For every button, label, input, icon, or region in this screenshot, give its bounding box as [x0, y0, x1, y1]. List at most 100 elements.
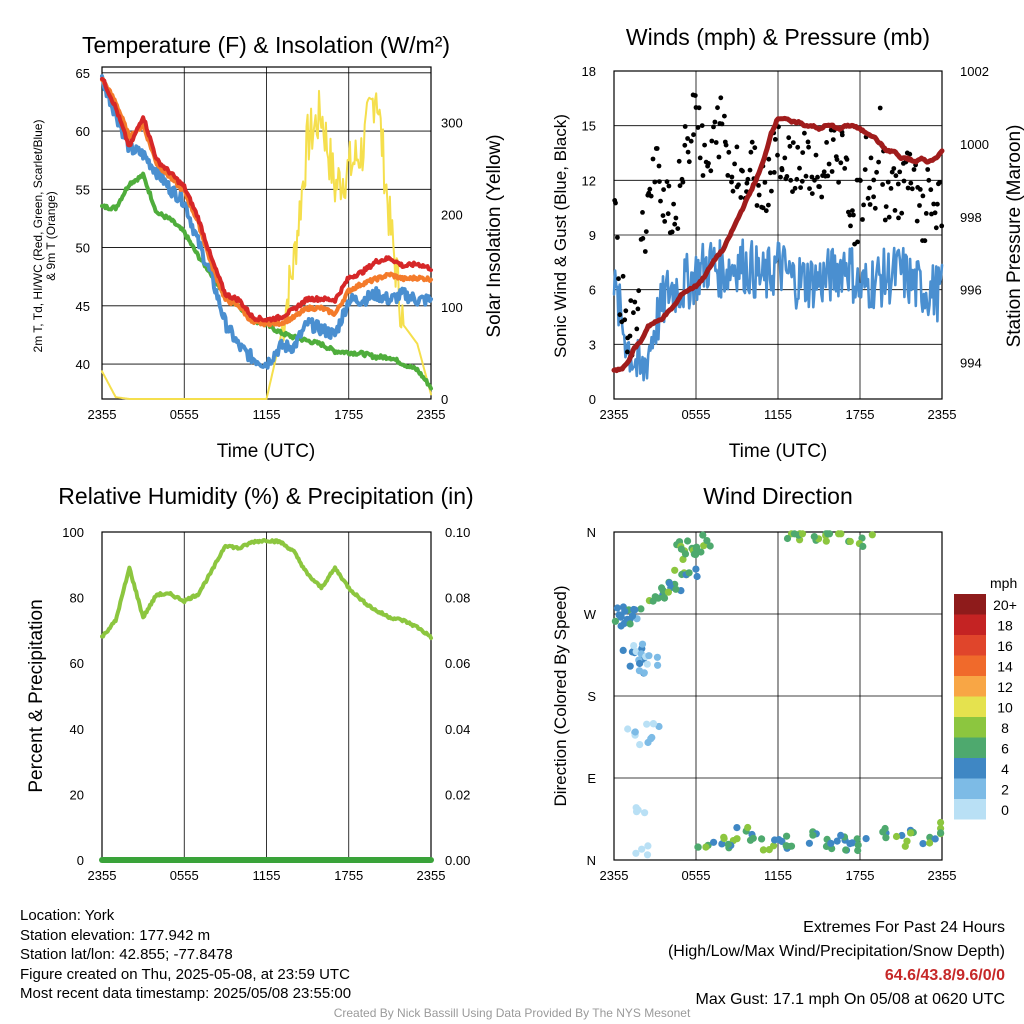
gust-point [620, 273, 626, 279]
direction-point [827, 839, 835, 848]
gust-point [877, 105, 883, 111]
gust-point [908, 180, 914, 186]
gust-point [886, 214, 892, 220]
wind-direction-panel: Wind Direction Direction (Colored By Spe… [551, 483, 1017, 883]
gust-point [754, 203, 760, 208]
gust-point [885, 179, 891, 185]
direction-point [653, 653, 662, 661]
gust-point [729, 174, 735, 180]
winds-x-tick-label: 1155 [764, 407, 792, 422]
gust-point [615, 235, 620, 240]
gust-point [931, 201, 937, 207]
temperature-x-tick-label: 1155 [253, 407, 281, 422]
gust-point [719, 121, 725, 127]
direction-point [630, 642, 638, 650]
gust-point [795, 144, 801, 150]
station-latlon: Station lat/lon: 42.855; -77.8478 [20, 946, 233, 963]
speed-colorbar: 20+ 18 16 14 12 10 8 6 4 2 0 [954, 594, 1017, 820]
direction-point [835, 530, 843, 538]
gust-point [917, 203, 922, 208]
direction-point [810, 533, 818, 541]
solar-y2-tick-label: 200 [441, 208, 463, 223]
direction-point [892, 832, 901, 841]
gust-point [696, 105, 702, 111]
direction-point [879, 828, 887, 836]
temperature-y-tick-label: 60 [76, 124, 90, 139]
wind-direction-x-tick-label: 2355 [928, 868, 957, 883]
gust-point [632, 299, 638, 305]
gust-point [850, 208, 855, 214]
humidity-y-tick-label: 40 [70, 722, 84, 737]
direction-point [643, 720, 651, 728]
gust-point [691, 132, 696, 138]
direction-point [679, 555, 687, 564]
direction-point [931, 835, 939, 843]
humidity-x-tick-label: 0555 [170, 868, 199, 883]
wind-y-tick-label: 0 [589, 392, 596, 407]
gust-point [860, 217, 865, 222]
direction-y-tick-label: W [584, 607, 597, 622]
wind-y-tick-label: 3 [589, 337, 596, 352]
gust-point [749, 139, 755, 145]
direction-point [846, 537, 854, 546]
temperature-x-tick-label: 0555 [170, 407, 199, 422]
gust-point [867, 185, 872, 191]
gust-point [851, 212, 856, 218]
temperature-panel: Temperature (F) & Insolation (W/m²) Time… [31, 32, 505, 462]
gust-point [695, 125, 701, 130]
gust-point [805, 139, 811, 145]
colorbar-label: 18 [997, 618, 1013, 634]
gust-point [616, 276, 621, 282]
gust-point [790, 140, 796, 146]
gust-point [897, 169, 903, 175]
wind-y-tick-label: 12 [582, 173, 596, 188]
gust-point [892, 208, 898, 213]
humidity-panel: Relative Humidity (%) & Precipitation (i… [26, 483, 474, 883]
colorbar-label: 10 [997, 700, 1013, 716]
direction-point [636, 659, 644, 668]
gust-point [627, 333, 633, 339]
solar-y2-tick-label: 300 [441, 115, 463, 130]
direction-point [626, 620, 634, 628]
direction-point [684, 537, 692, 545]
precip-y2-tick-label: 0.04 [445, 722, 470, 737]
gust-point [713, 140, 719, 145]
direction-point [907, 829, 915, 837]
direction-point [937, 818, 945, 827]
recent-data-timestamp: Most recent data timestamp: 2025/05/08 2… [20, 985, 352, 1002]
gust-point [643, 229, 649, 235]
gust-point [712, 119, 718, 125]
gust-point [786, 135, 792, 141]
gust-point [848, 223, 853, 229]
gust-point [766, 156, 772, 162]
pressure-y2-tick-label: 1000 [960, 137, 989, 152]
direction-point [724, 840, 732, 849]
gust-point [813, 152, 819, 158]
direction-point [645, 652, 653, 660]
temperature-x-tick-label: 1755 [334, 407, 363, 422]
gust-point [775, 152, 780, 158]
gust-point [692, 93, 698, 98]
direction-point [644, 842, 652, 850]
gust-point [888, 186, 894, 191]
gust-point [666, 183, 672, 189]
gust-point [889, 169, 895, 175]
direction-point [868, 531, 876, 539]
gust-point [797, 165, 802, 171]
wind-direction-x-tick-label: 1155 [764, 868, 792, 883]
solar-y2-tick-label: 0 [441, 392, 448, 407]
direction-point [626, 662, 634, 670]
gust-point [868, 155, 874, 161]
direction-point [690, 550, 699, 558]
extremes-heading: Extremes For Past 24 Hours [803, 919, 1005, 936]
winds-x-tick-label: 0555 [682, 407, 711, 422]
gust-point [685, 136, 690, 141]
humidity-x-tick-label: 1155 [253, 868, 281, 883]
temperature-x-tick-label: 2355 [88, 407, 117, 422]
precip-y2-tick-label: 0.00 [445, 853, 470, 868]
temperature-y-tick-label: 55 [76, 182, 90, 197]
gust-point [880, 182, 885, 187]
direction-point [641, 809, 649, 817]
gust-point [662, 219, 668, 224]
gust-point [855, 239, 860, 245]
